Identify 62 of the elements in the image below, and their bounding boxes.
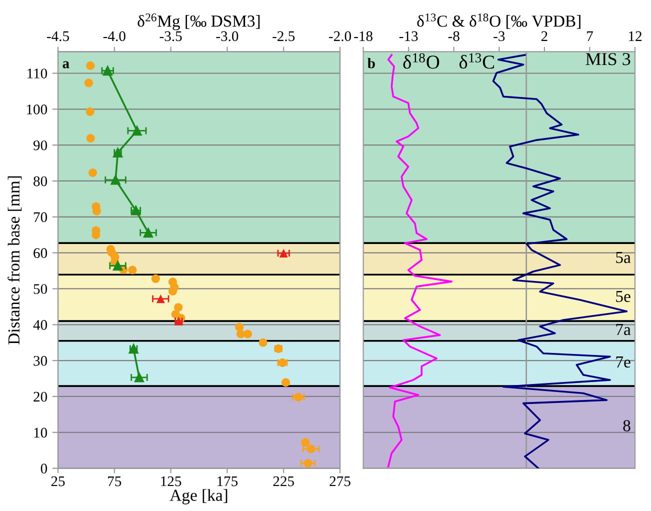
y-tick-label: 90 — [33, 140, 48, 150]
point — [86, 107, 94, 116]
x2-tick-label: -2.0 — [329, 31, 351, 42]
series-label: δ$^{18}$O — [403, 53, 440, 69]
x-tick-label: 7 — [587, 31, 593, 41]
x-axis-title: Age [ka] — [170, 489, 228, 504]
band-label: 5a — [616, 252, 631, 264]
y-axis-title: Distance from base [mm] — [8, 176, 22, 344]
band-label: 7e — [616, 356, 630, 368]
x-tick-label: 12 — [628, 31, 642, 41]
x2-tick-label: -3.0 — [216, 31, 238, 42]
point — [151, 274, 160, 283]
annotation: b — [368, 58, 375, 68]
x2-tick-label: -4.0 — [103, 31, 126, 42]
band-label: 8 — [623, 420, 630, 432]
point — [243, 330, 252, 338]
point — [235, 322, 244, 332]
point — [128, 266, 137, 274]
series-label: δ$^{13}$C — [459, 53, 494, 69]
y-tick-label: 80 — [34, 176, 48, 186]
y-tick-label: 30 — [34, 356, 48, 366]
point — [84, 78, 93, 88]
x-tick-label: -8 — [448, 31, 460, 42]
point — [88, 168, 98, 178]
point — [281, 378, 290, 387]
y-tick-label: 110 — [28, 68, 48, 78]
x-tick-label: 225 — [273, 476, 294, 486]
y-tick-label: 10 — [34, 428, 48, 438]
point — [168, 286, 177, 296]
annotation: a — [62, 61, 70, 68]
x2-tick-label: -2.5 — [272, 31, 295, 42]
x-tick-label: -13 — [399, 31, 418, 42]
y-tick-label: 70 — [34, 212, 48, 222]
band-label: 5e — [616, 290, 630, 302]
x-tick-label: 75 — [108, 476, 122, 486]
point — [304, 458, 312, 468]
x-tick-label: 125 — [161, 476, 182, 486]
x2-axis-title: δ$^{26}$Mg [‰ DSM3] — [138, 14, 260, 30]
y-tick-label: 50 — [34, 284, 48, 294]
point — [258, 338, 268, 347]
x2-tick-label: -4.5 — [47, 31, 69, 42]
point — [86, 134, 95, 143]
y-tick-label: 100 — [26, 104, 48, 114]
y-tick-label: 0 — [40, 464, 48, 474]
y-tick-label: 60 — [34, 248, 48, 258]
x-tick-label: -18 — [354, 31, 372, 42]
x-tick-label: 25 — [51, 476, 65, 486]
point — [294, 392, 303, 402]
x-tick-label: 175 — [218, 476, 238, 486]
band-label: MIS 3 — [586, 53, 630, 66]
point — [86, 61, 95, 70]
x-tick-label: 2 — [541, 31, 548, 41]
y-tick-label: 20 — [34, 392, 48, 402]
point — [306, 444, 316, 454]
x-axis-title: δ$^{13}$C & δ$^{18}$O [‰ VPDB] — [417, 14, 580, 29]
x2-tick-label: -3.5 — [160, 31, 182, 42]
point — [174, 303, 183, 312]
band-label: 7a — [616, 324, 631, 336]
point — [301, 438, 310, 447]
x-tick-label: -3 — [494, 31, 505, 42]
y-tick-label: 40 — [33, 320, 48, 330]
x-tick-label: 275 — [330, 476, 350, 486]
